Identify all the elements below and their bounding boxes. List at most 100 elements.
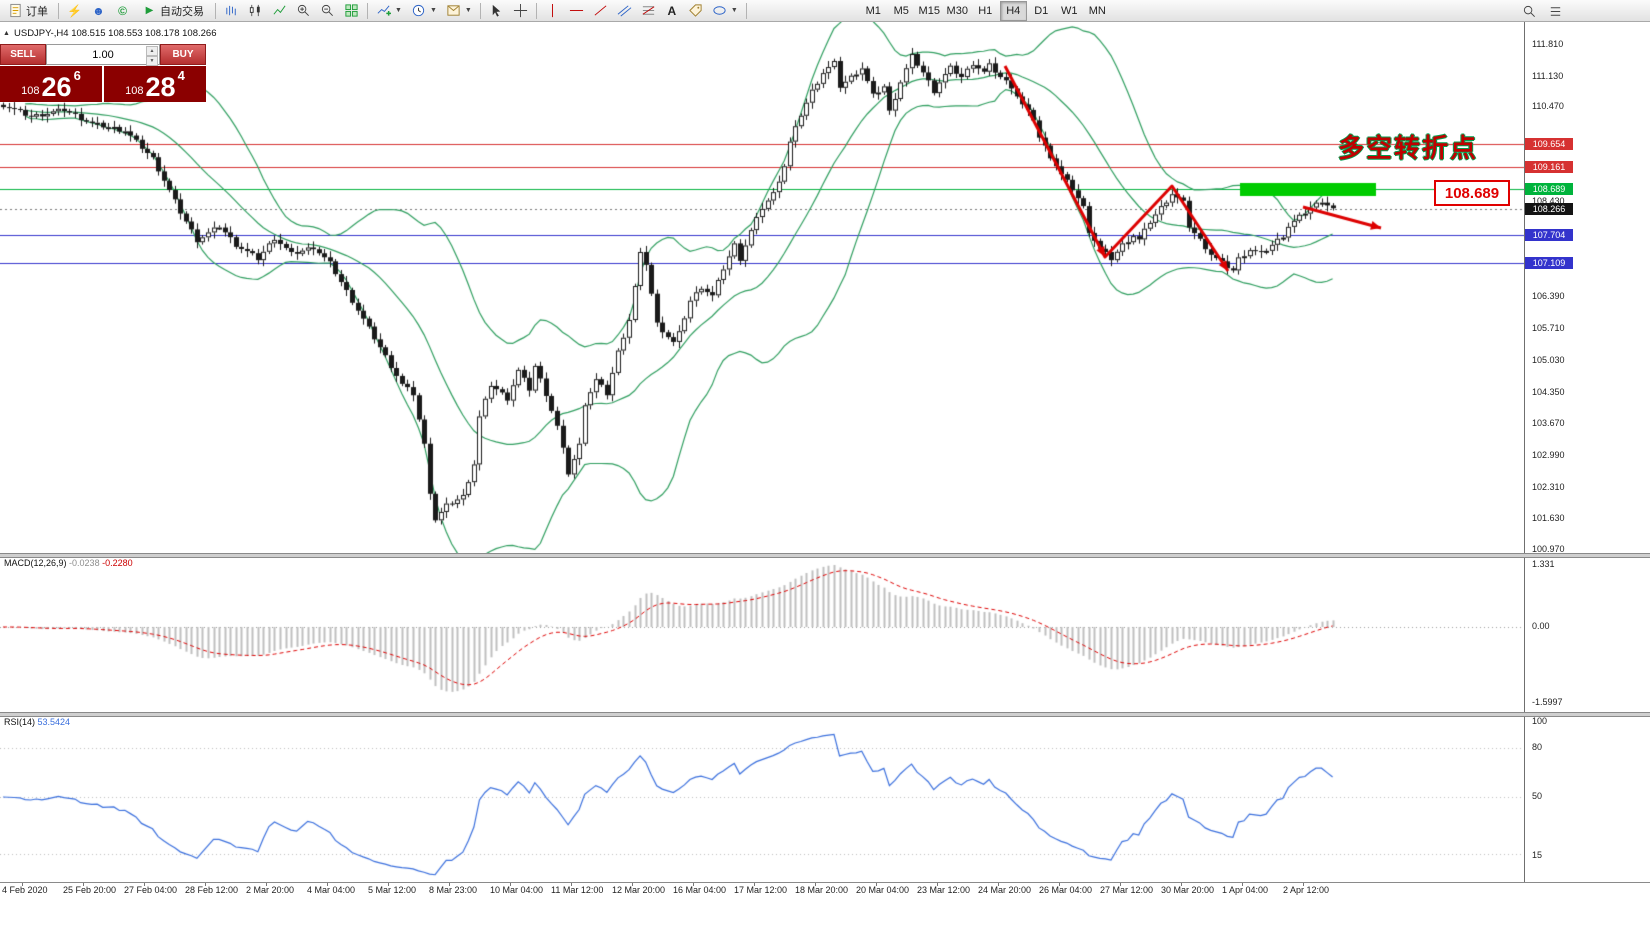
time-tick [510, 883, 511, 886]
panel-splitter[interactable] [0, 553, 1650, 558]
toolbar-separator [535, 2, 537, 19]
vertical-line-tool-button[interactable] [541, 1, 564, 21]
trendline-tool-button[interactable] [589, 1, 612, 21]
timeframe-h4-button[interactable]: H4 [999, 0, 1027, 21]
time-label: 23 Mar 12:00 [917, 885, 971, 895]
timeframe-m5-button[interactable]: M5 [888, 1, 915, 21]
price-level-badge: 109.654 [1525, 138, 1573, 151]
sell-price-display[interactable]: 108 26 6 [0, 66, 102, 102]
chevron-down-icon: ▼ [395, 7, 402, 14]
time-tick [998, 883, 999, 886]
price-axis-tick: 110.470 [1532, 101, 1564, 112]
text-tool-button[interactable]: A [661, 1, 683, 21]
chart-line-button[interactable] [268, 1, 291, 21]
quote-panel-collapse-icon[interactable]: ▲ [3, 30, 10, 37]
timeframe-m15-button[interactable]: M15 [916, 1, 943, 21]
search-icon [1522, 4, 1537, 19]
crosshair-button[interactable] [509, 1, 532, 21]
time-label: 2 Apr 12:00 [1283, 885, 1330, 895]
time-label: 11 Mar 12:00 [551, 885, 604, 895]
volume-input[interactable] [66, 47, 140, 62]
chart-candles-button[interactable] [244, 1, 267, 21]
price-level-badge: 109.161 [1525, 161, 1573, 174]
timeframe-mn-button[interactable]: MN [1084, 1, 1111, 21]
rsi-panel-canvas[interactable] [0, 715, 1524, 882]
timeframe-w1-button[interactable]: W1 [1056, 1, 1083, 21]
shapes-icon [712, 3, 727, 18]
time-label: 5 Mar 12:00 [368, 885, 417, 895]
buy-button[interactable]: BUY [160, 44, 206, 65]
cursor-icon [489, 3, 504, 18]
time-axis[interactable]: 4 Feb 2020 25 Feb 20:00 27 Feb 04:00 28 Feb… [0, 882, 1650, 898]
time-tick [1120, 883, 1121, 886]
chevron-down-icon: ▼ [464, 7, 472, 14]
volume-box: ▲ ▼ [46, 44, 160, 66]
buy-price-prefix: 108 [125, 84, 144, 97]
volume-down-icon[interactable]: ▼ [146, 56, 158, 66]
rsi-value: 53.5424 [37, 717, 71, 727]
main-chart-canvas[interactable] [0, 22, 1524, 553]
time-label: 26 Mar 04:00 [1039, 885, 1093, 895]
fibonacci-tool-button[interactable] [637, 1, 660, 21]
window-list-button[interactable] [1544, 1, 1567, 21]
rsi-axis-tick: 50 [1532, 791, 1543, 801]
price-level-badge: 108.689 [1525, 183, 1573, 196]
price-axis-tick: 102.310 [1532, 481, 1565, 492]
autotrading-icon: ▶ [145, 4, 154, 16]
time-tick [632, 883, 633, 886]
time-tick [205, 883, 206, 886]
macd-name: MACD(12,26,9) [4, 558, 67, 568]
time-tick [876, 883, 877, 886]
accounts-button[interactable]: ☻ [87, 1, 110, 21]
periods-button[interactable]: ▼ [407, 1, 441, 21]
price-axis[interactable]: 111.810 111.130 110.470 108.430 106.390 105.7… [1524, 22, 1650, 882]
turning-point-annotation[interactable]: 多空转折点 [1338, 133, 1479, 163]
zoom-out-icon [320, 3, 335, 18]
chart-bars-button[interactable] [220, 1, 243, 21]
one-click-trading-panel: SELL ▲ ▼ BUY 108 26 6 108 28 4 [0, 44, 206, 102]
rsi-name: RSI(14) [4, 717, 36, 727]
buy-price-big: 28 [145, 71, 176, 102]
community-button[interactable]: © [111, 1, 134, 21]
templates-button[interactable]: ▼ [442, 1, 476, 21]
time-label: 28 Feb 12:00 [185, 885, 239, 895]
timeframe-h1-button[interactable]: H1 [972, 1, 999, 21]
time-tick [571, 883, 572, 886]
search-button[interactable] [1518, 1, 1541, 21]
timeframe-m1-button[interactable]: M1 [860, 1, 887, 21]
indicators-button[interactable]: ▼ [372, 1, 406, 21]
market-watch-button[interactable]: ⚡ [63, 1, 86, 21]
text-tool-label: A [667, 3, 677, 18]
buy-price-pip: 4 [177, 68, 185, 83]
time-tick [388, 883, 389, 886]
time-tick [1303, 883, 1304, 886]
time-tick [693, 883, 694, 886]
timeframe-m30-button[interactable]: M30 [944, 1, 971, 21]
panel-splitter[interactable] [0, 712, 1650, 717]
timeframe-d1-button[interactable]: D1 [1028, 1, 1055, 21]
chevron-down-icon: ▼ [429, 7, 437, 14]
new-order-button[interactable]: 订单 [2, 1, 54, 21]
trendline-icon [593, 3, 608, 18]
price-axis-tick: 103.670 [1532, 418, 1565, 429]
time-tick [1059, 883, 1060, 886]
tile-windows-button[interactable] [340, 1, 363, 21]
buy-price-display[interactable]: 108 28 4 [104, 66, 206, 102]
rsi-axis-tick: 80 [1532, 742, 1543, 752]
sell-button[interactable]: SELL [0, 44, 46, 65]
zoom-in-button[interactable] [292, 1, 315, 21]
price-axis-tick: 104.350 [1532, 386, 1565, 397]
cursor-button[interactable] [485, 1, 508, 21]
volume-up-icon[interactable]: ▲ [146, 46, 158, 56]
price-level-box-annotation[interactable]: 108.689 [1434, 180, 1510, 206]
zoom-out-button[interactable] [316, 1, 339, 21]
shapes-tool-button[interactable]: ▼ [708, 1, 742, 21]
horizontal-line-tool-button[interactable] [565, 1, 588, 21]
price-level-badge: 107.704 [1525, 229, 1573, 242]
autotrading-button[interactable]: ▶ 自动交易 [135, 1, 211, 21]
sell-price-big: 26 [41, 71, 72, 102]
label-tool-button[interactable] [684, 1, 707, 21]
channel-tool-button[interactable] [613, 1, 636, 21]
lightning-icon: ⚡ [67, 3, 82, 18]
macd-panel-canvas[interactable] [0, 556, 1524, 712]
